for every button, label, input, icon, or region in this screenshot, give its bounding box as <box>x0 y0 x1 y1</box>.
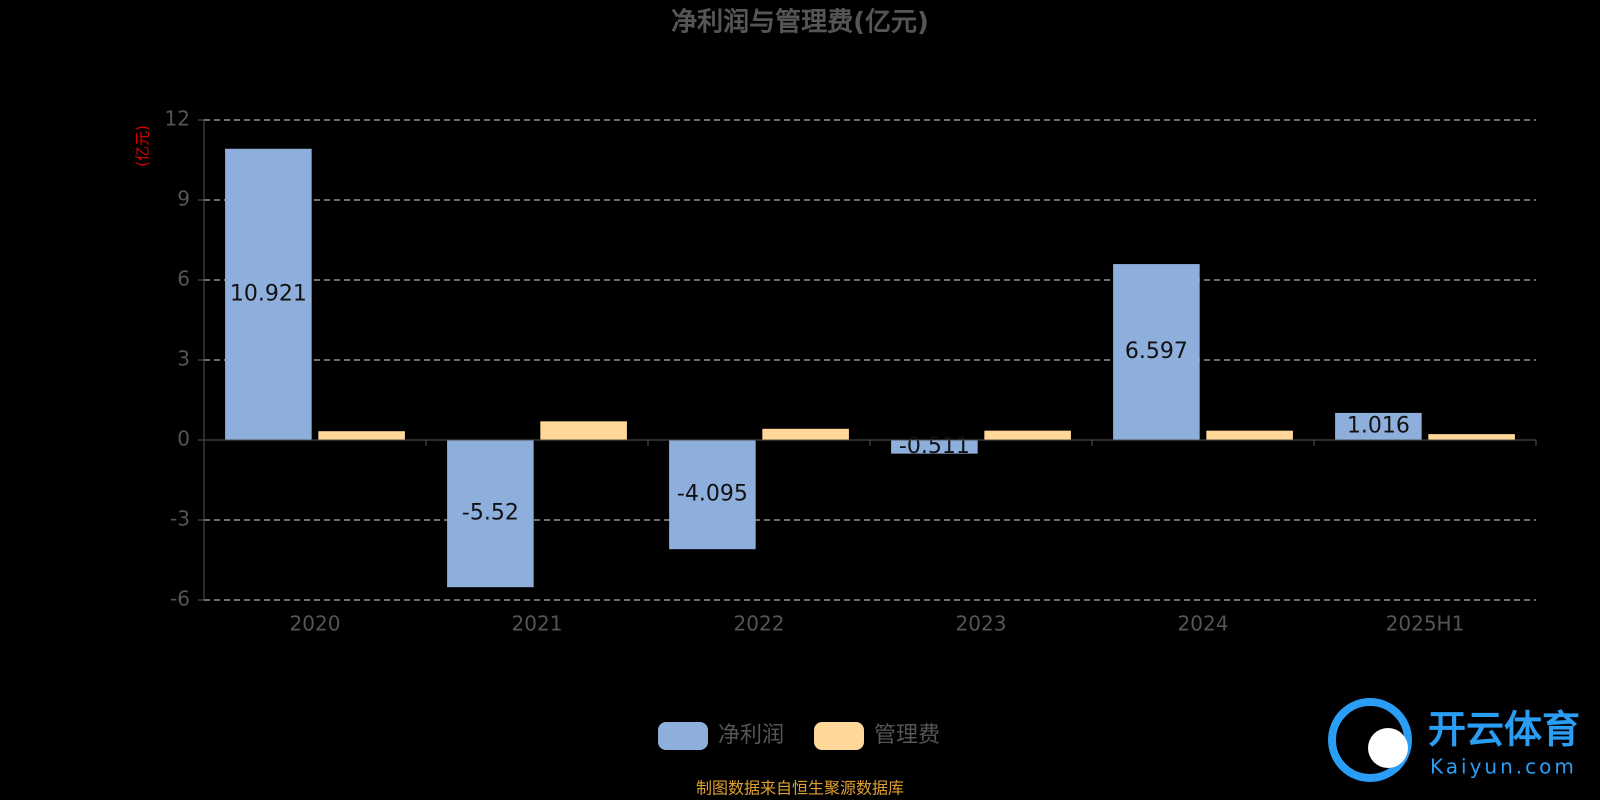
bar <box>318 431 405 440</box>
y-axis-label: (亿元) <box>134 125 152 167</box>
logo-ball <box>1368 728 1408 768</box>
data-label: 6.597 <box>1125 339 1188 364</box>
bar <box>669 440 756 550</box>
logo-ring <box>1328 698 1412 782</box>
legend-swatch <box>814 722 865 750</box>
bar <box>447 440 534 588</box>
bar <box>984 430 1071 440</box>
x-tick-label: 2024 <box>1178 612 1229 636</box>
x-tick-label: 2025H1 <box>1386 612 1465 636</box>
x-tick-label: 2021 <box>512 612 563 636</box>
data-label: 1.016 <box>1347 413 1410 438</box>
chart-title: 净利润与管理费(亿元) <box>671 7 929 38</box>
watermark: 开云体育 Kaiyun.com <box>1328 698 1580 782</box>
data-label: -4.095 <box>677 482 748 507</box>
data-label: -5.52 <box>462 501 519 526</box>
x-tick-label: 2022 <box>734 612 785 636</box>
y-tick-label: -3 <box>170 507 190 531</box>
watermark-site: Kaiyun.com <box>1430 755 1577 779</box>
y-tick-label: 3 <box>177 347 190 371</box>
source-note: 制图数据来自恒生聚源数据库 <box>696 779 904 798</box>
bar <box>1335 412 1422 440</box>
bar <box>762 428 849 440</box>
legend-item: 净利润 <box>658 722 784 750</box>
x-tick-label: 2023 <box>956 612 1007 636</box>
legend-item: 管理费 <box>814 722 940 750</box>
watermark-brand: 开云体育 <box>1428 708 1580 752</box>
y-tick-label: 12 <box>165 107 190 131</box>
bar <box>540 421 627 440</box>
bar <box>1206 430 1293 440</box>
bar <box>1428 434 1515 440</box>
bar <box>1113 264 1200 440</box>
bar <box>225 148 312 441</box>
data-label: 10.921 <box>230 281 307 306</box>
y-tick-label: -6 <box>170 587 190 611</box>
y-tick-label: 6 <box>177 267 190 291</box>
y-tick-label: 0 <box>177 427 190 451</box>
data-label: -0.511 <box>899 434 970 459</box>
legend-label: 净利润 <box>718 723 784 748</box>
y-tick-label: 9 <box>177 187 190 211</box>
x-tick-label: 2020 <box>290 612 341 636</box>
legend-label: 管理费 <box>874 723 940 748</box>
legend-swatch <box>658 722 708 750</box>
bar <box>891 440 978 454</box>
